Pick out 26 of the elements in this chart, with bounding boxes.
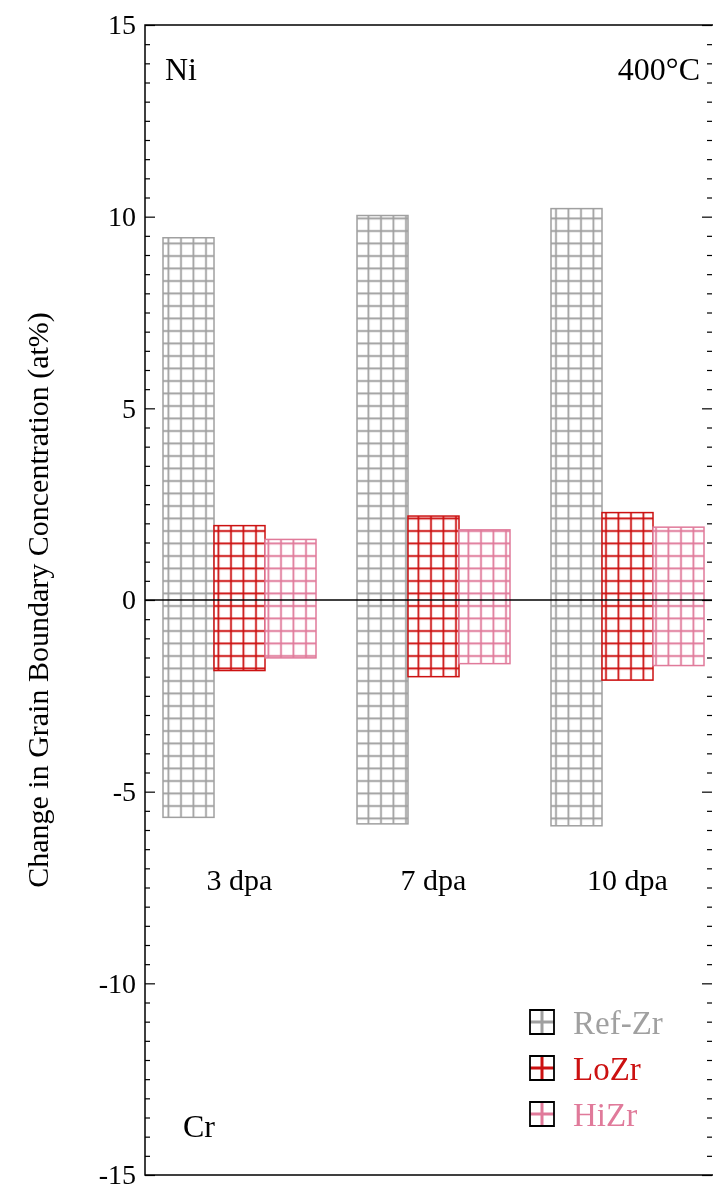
annotation: Ni bbox=[165, 51, 198, 87]
annotation: 400°C bbox=[617, 51, 700, 87]
bar bbox=[162, 237, 215, 819]
y-tick-label: 15 bbox=[108, 9, 136, 41]
y-tick-label: -15 bbox=[98, 1159, 136, 1191]
text: HiZr bbox=[573, 1097, 638, 1133]
text: Ref-Zr bbox=[573, 1005, 663, 1041]
bar bbox=[407, 515, 460, 678]
y-tick-label: 0 bbox=[122, 584, 136, 616]
y-tick-label: 10 bbox=[108, 201, 136, 233]
y-tick-label: -10 bbox=[98, 967, 136, 999]
y-tick-label: -5 bbox=[112, 776, 136, 808]
bar bbox=[213, 524, 266, 672]
bar bbox=[264, 538, 317, 659]
x-tick-label: 10 dpa bbox=[587, 862, 668, 896]
y-tick-label: 5 bbox=[122, 392, 136, 424]
text: LoZr bbox=[573, 1051, 641, 1087]
bar bbox=[356, 214, 409, 825]
bar bbox=[601, 511, 654, 681]
x-tick-label: 3 dpa bbox=[206, 862, 273, 896]
x-tick-label: 7 dpa bbox=[400, 862, 467, 896]
bar bbox=[458, 529, 511, 665]
y-axis-title: Change in Grain Boundary Concentration (at%) bbox=[21, 312, 55, 888]
bar bbox=[652, 526, 705, 667]
bar bbox=[550, 207, 603, 827]
annotation: Cr bbox=[183, 1108, 216, 1144]
